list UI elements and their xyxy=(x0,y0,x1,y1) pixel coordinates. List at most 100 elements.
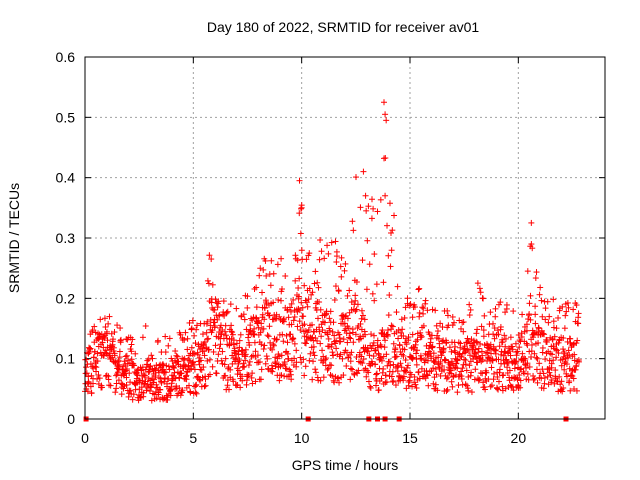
data-point xyxy=(123,366,130,373)
data-point xyxy=(118,391,125,398)
data-point xyxy=(270,342,277,349)
data-point xyxy=(93,364,100,371)
data-point xyxy=(359,257,366,264)
data-point xyxy=(96,375,103,382)
data-point xyxy=(431,358,438,365)
data-point xyxy=(370,339,377,346)
data-point xyxy=(184,335,191,342)
data-point xyxy=(393,309,400,316)
data-point xyxy=(432,381,439,388)
data-point xyxy=(570,341,577,348)
data-point xyxy=(301,321,308,328)
data-point xyxy=(400,352,407,359)
data-point xyxy=(317,306,324,313)
data-point xyxy=(288,376,295,383)
data-point xyxy=(101,315,108,322)
data-point xyxy=(357,204,364,211)
data-point xyxy=(435,335,442,342)
data-point xyxy=(316,299,323,306)
data-point xyxy=(540,330,547,337)
data-point xyxy=(333,345,340,352)
data-point xyxy=(347,365,354,372)
data-point xyxy=(409,314,416,321)
data-point xyxy=(236,357,243,364)
data-point xyxy=(521,355,528,362)
data-point xyxy=(306,285,313,292)
data-point xyxy=(517,377,524,384)
data-point xyxy=(364,237,371,244)
data-point xyxy=(398,316,405,323)
data-point xyxy=(485,354,492,361)
data-point xyxy=(166,335,173,342)
data-point xyxy=(233,340,240,347)
data-point xyxy=(285,314,292,321)
data-point xyxy=(336,331,343,338)
data-point xyxy=(502,343,509,350)
data-point xyxy=(490,331,497,338)
data-point xyxy=(367,384,374,391)
data-point xyxy=(217,341,224,348)
data-point xyxy=(488,382,495,389)
data-point xyxy=(245,372,252,379)
data-point xyxy=(111,352,118,359)
data-point xyxy=(126,370,133,377)
data-point xyxy=(448,358,455,365)
data-point xyxy=(575,358,582,365)
data-point xyxy=(347,335,354,342)
data-point xyxy=(466,312,473,319)
data-point xyxy=(278,372,285,379)
data-point xyxy=(548,376,555,383)
data-point xyxy=(244,373,251,380)
data-point xyxy=(416,309,423,316)
data-point xyxy=(458,353,465,360)
data-point xyxy=(239,347,246,354)
data-point xyxy=(462,381,469,388)
data-point xyxy=(555,350,562,357)
data-point xyxy=(341,267,348,274)
data-point xyxy=(447,367,454,374)
data-point xyxy=(550,324,557,331)
data-point xyxy=(249,370,256,377)
data-point xyxy=(276,377,283,384)
data-point xyxy=(170,364,177,371)
data-point xyxy=(228,328,235,335)
data-point xyxy=(252,348,259,355)
data-point xyxy=(223,309,230,316)
data-point xyxy=(574,358,581,365)
data-point xyxy=(494,373,501,380)
data-point xyxy=(573,340,580,347)
data-point xyxy=(499,338,506,345)
data-point xyxy=(107,382,114,389)
data-point xyxy=(209,281,216,288)
data-point xyxy=(385,312,392,319)
data-point xyxy=(487,309,494,316)
data-point xyxy=(366,261,373,268)
data-point xyxy=(312,366,319,373)
data-point xyxy=(544,298,551,305)
data-point xyxy=(464,335,471,342)
data-point xyxy=(116,348,123,355)
data-point xyxy=(189,317,196,324)
data-point xyxy=(512,340,519,347)
data-point xyxy=(533,269,540,276)
data-point xyxy=(292,277,299,284)
data-point xyxy=(473,330,480,337)
data-point xyxy=(88,390,95,397)
data-point xyxy=(264,332,271,339)
data-point xyxy=(550,343,557,350)
data-point xyxy=(507,334,514,341)
data-point xyxy=(571,351,578,358)
data-point xyxy=(400,377,407,384)
data-point xyxy=(116,361,123,368)
data-point xyxy=(490,376,497,383)
data-point xyxy=(371,332,378,339)
data-point xyxy=(362,192,369,199)
data-point xyxy=(220,298,227,305)
data-point xyxy=(430,357,437,364)
data-point xyxy=(145,356,152,363)
data-point xyxy=(101,335,108,342)
data-point xyxy=(545,366,552,373)
data-point xyxy=(300,313,307,320)
data-point xyxy=(391,212,398,219)
data-point xyxy=(305,296,312,303)
